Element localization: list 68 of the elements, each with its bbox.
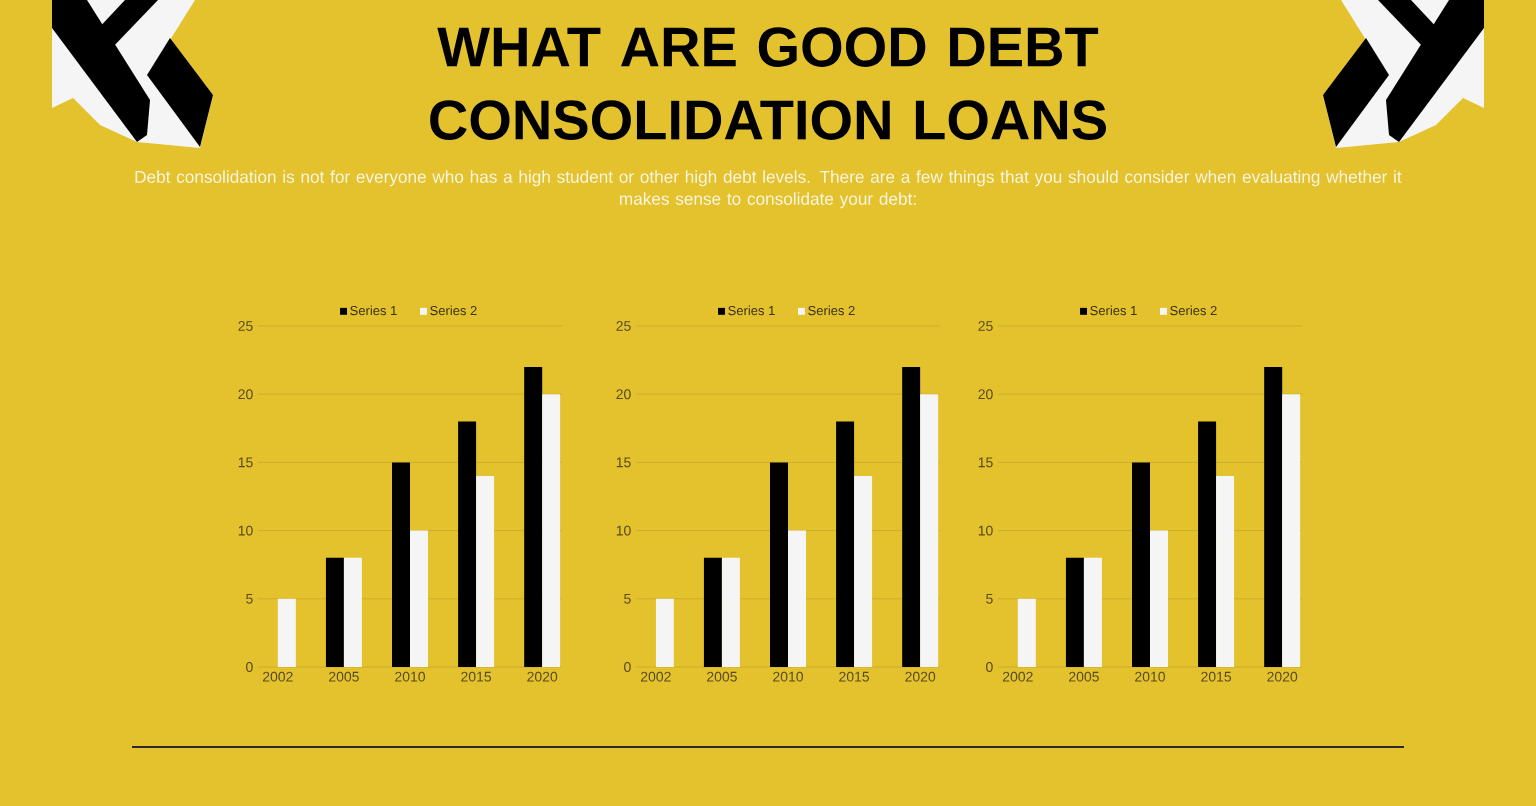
- legend-label: Series 1: [1090, 305, 1137, 316]
- bar: [1198, 421, 1217, 667]
- y-tick-label: 0: [246, 662, 253, 672]
- bar: [524, 366, 543, 667]
- bar: [542, 394, 561, 667]
- bar: [1150, 530, 1169, 667]
- y-tick-label: 20: [238, 389, 253, 400]
- x-tick-label: 2002: [262, 671, 293, 682]
- bar: [836, 421, 855, 667]
- bar: [1132, 462, 1151, 667]
- legend-label: Series 1: [350, 305, 397, 316]
- bar: [1264, 366, 1283, 667]
- legend-label: Series 1: [728, 305, 775, 316]
- y-tick-label: 5: [246, 593, 253, 604]
- x-tick-label: 2002: [640, 671, 671, 682]
- y-tick-label: 15: [616, 457, 631, 468]
- legend-label: Series 2: [1170, 305, 1217, 316]
- bar: [1065, 557, 1084, 667]
- x-tick-label: 2002: [1002, 671, 1033, 682]
- bar: [655, 598, 674, 667]
- x-tick-label: 2020: [527, 671, 558, 682]
- bar: [721, 557, 740, 667]
- bar: [788, 530, 807, 667]
- y-tick-label: 25: [616, 321, 631, 331]
- x-tick-label: 2005: [329, 671, 359, 682]
- bar: [1083, 557, 1102, 667]
- x-tick-label: 2010: [395, 671, 426, 682]
- legend-label: Series 2: [430, 305, 477, 316]
- y-tick-label: 0: [624, 662, 631, 672]
- bar: [476, 476, 495, 667]
- bar: [277, 598, 296, 667]
- bar: [902, 366, 921, 667]
- x-tick-label: 2015: [839, 671, 870, 682]
- bar: [343, 557, 362, 667]
- x-tick-label: 2005: [1069, 671, 1099, 682]
- x-tick-label: 2005: [707, 671, 737, 682]
- y-tick-label: 0: [986, 662, 993, 672]
- bar: [703, 557, 722, 667]
- y-tick-label: 20: [978, 389, 993, 400]
- y-tick-label: 5: [986, 593, 993, 604]
- text: Debt consolidation is not for everyone who has a high student or other high debt levels. There are a few things that you should consider when evaluating whether it makes sense to consolidate your debt:: [135, 170, 1402, 209]
- y-tick-label: 15: [978, 457, 993, 468]
- x-tick-label: 2010: [773, 671, 804, 682]
- bar: [1216, 476, 1235, 667]
- bar: [410, 530, 429, 667]
- x-tick-label: 2015: [461, 671, 492, 682]
- bar: [392, 462, 411, 667]
- y-tick-label: 25: [238, 321, 253, 331]
- bar: [920, 394, 939, 667]
- y-tick-label: 15: [238, 457, 253, 468]
- bar: [854, 476, 873, 667]
- text: WHAT ARE GOOD DEBT CONSOLIDATION LOANS: [430, 27, 1106, 140]
- x-tick-label: 2020: [1267, 671, 1298, 682]
- bar: [770, 462, 789, 667]
- x-tick-label: 2020: [905, 671, 936, 682]
- y-tick-label: 20: [616, 389, 631, 400]
- y-tick-label: 10: [238, 525, 253, 536]
- legend-label: Series 2: [808, 305, 855, 316]
- y-tick-label: 25: [978, 321, 993, 331]
- bar: [458, 421, 477, 667]
- y-tick-label: 10: [978, 525, 993, 536]
- y-tick-label: 10: [616, 525, 631, 536]
- x-tick-label: 2015: [1201, 671, 1232, 682]
- bar: [1017, 598, 1036, 667]
- bar: [325, 557, 344, 667]
- x-tick-label: 2010: [1135, 671, 1166, 682]
- bar: [1282, 394, 1301, 667]
- y-tick-label: 5: [624, 593, 631, 604]
